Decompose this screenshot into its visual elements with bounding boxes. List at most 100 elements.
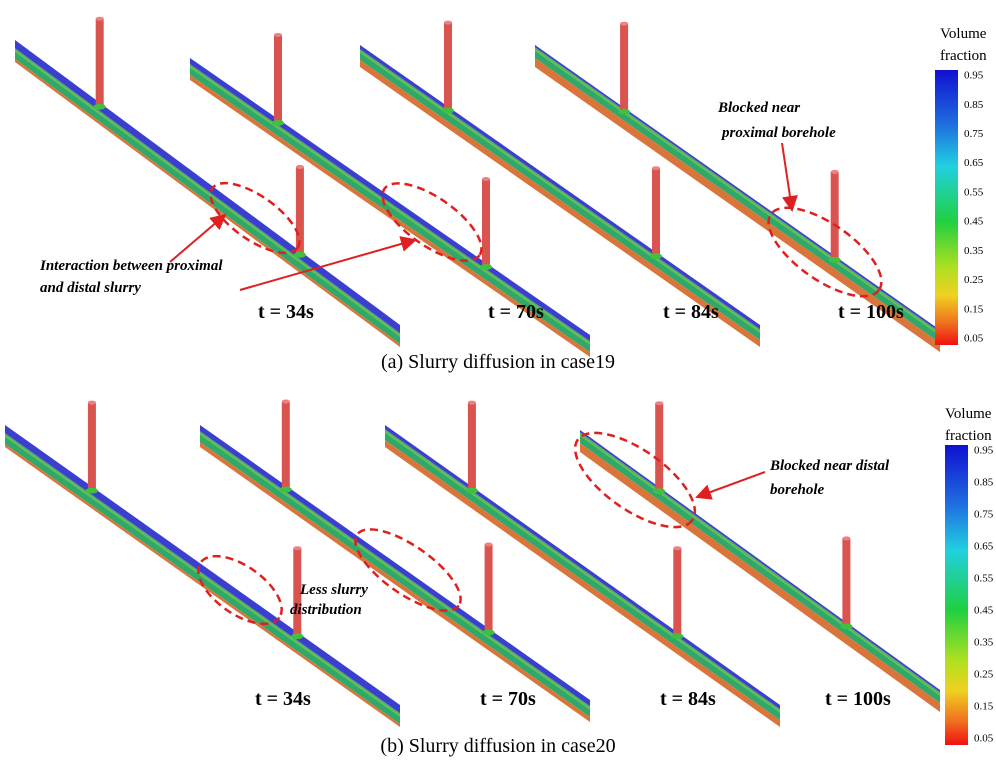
time-label: t = 34s [255,688,311,710]
borehole [482,179,490,267]
colorbar-tick-label: 0.85 [964,99,984,111]
borehole-joint [291,633,303,639]
borehole-top [296,165,304,169]
borehole-joint [483,630,495,636]
arrow [782,143,792,210]
pipe-highlight [360,49,760,333]
annotation: Blocked near [717,100,800,116]
borehole-top [652,166,660,170]
borehole-joint [272,120,284,126]
colorbar-tick-label: 0.55 [964,186,984,198]
borehole-joint [653,488,665,494]
borehole [673,548,681,636]
borehole [274,35,282,123]
borehole-top [673,546,681,550]
time-label: t = 84s [660,688,716,710]
borehole-joint [618,109,630,115]
colorbar [945,445,968,745]
borehole-joint [86,488,98,494]
content: t = 34s t = 70s t = 84s t = 100s Interaction… [5,17,994,757]
borehole-joint [480,264,492,270]
pipe-highlight [385,429,780,713]
borehole [468,403,476,491]
borehole-joint [829,257,841,263]
annotation: Interaction between proximal [39,258,223,274]
pipe-highlight [535,47,940,336]
pipe-layer [385,440,780,727]
pipe-layer [580,443,940,712]
annotation: borehole [770,482,825,498]
borehole-top [468,401,476,405]
borehole-top [620,22,628,26]
borehole [88,403,96,491]
pipe-layer [15,59,400,347]
borehole-top [444,21,452,25]
borehole-top [96,17,104,21]
time-label: t = 34s [258,301,314,323]
borehole [620,24,628,112]
borehole [282,402,290,490]
colorbar-tick-label: 0.65 [964,157,984,169]
pipe-highlight [200,431,590,710]
borehole [655,403,663,491]
colorbar-tick-label: 0.45 [974,605,994,617]
annotation: distribution [290,602,362,618]
colorbar-title: fraction [945,428,992,444]
borehole-joint [840,623,852,629]
borehole-top [482,177,490,181]
colorbar-tick-label: 0.75 [964,128,984,140]
arrow [170,215,225,262]
highlight-ellipse [371,169,494,275]
pipe-layer [200,442,590,722]
colorbar-tick-label: 0.45 [964,216,984,228]
colorbar [935,70,958,345]
caption: (b) Slurry diffusion in case20 [380,735,615,757]
colorbar-tick-label: 0.65 [974,541,994,553]
colorbar-title: Volume [940,26,987,42]
colorbar-tick-label: 0.05 [964,333,984,345]
time-label: t = 100s [825,688,891,710]
borehole-top [282,400,290,404]
arrow [697,472,765,497]
figure: t = 34s t = 70s t = 84s t = 100s Interaction… [0,0,996,766]
annotation: Less slurry [299,582,368,598]
highlight-ellipse [343,515,472,625]
borehole-joint [650,253,662,259]
colorbar-tick-label: 0.55 [974,573,994,585]
borehole [444,23,452,111]
annotation: and distal slurry [40,280,141,296]
borehole-top [485,543,493,547]
borehole-joint [280,487,292,493]
colorbar-title: fraction [940,48,987,64]
colorbar-tick-label: 0.35 [974,637,994,649]
borehole [652,168,660,256]
time-label: t = 70s [488,301,544,323]
borehole-top [655,401,663,405]
borehole-joint [294,252,306,258]
colorbar-tick-label: 0.15 [964,303,984,315]
borehole [96,19,104,107]
annotation: proximal borehole [720,125,836,141]
borehole-joint [442,108,454,114]
time-label: t = 100s [838,301,904,323]
colorbar-tick-label: 0.95 [974,445,994,457]
borehole-joint [671,633,683,639]
borehole-joint [94,104,106,110]
caption: (a) Slurry diffusion in case19 [381,351,615,373]
colorbar-tick-label: 0.75 [974,509,994,521]
borehole-top [274,33,282,37]
colorbar-tick-label: 0.15 [974,701,994,713]
borehole-top [88,401,96,405]
colorbar-tick-label: 0.35 [964,245,984,257]
annotation: Blocked near distal [769,458,890,474]
colorbar-tick-label: 0.95 [964,70,984,82]
colorbar-tick-label: 0.05 [974,733,994,745]
time-label: t = 70s [480,688,536,710]
colorbar-tick-label: 0.25 [974,669,994,681]
borehole [485,545,493,633]
borehole [842,538,850,626]
borehole-joint [466,488,478,494]
colorbar-tick-label: 0.85 [974,477,994,489]
colorbar-tick-label: 0.25 [964,274,984,286]
borehole-top [293,546,301,550]
